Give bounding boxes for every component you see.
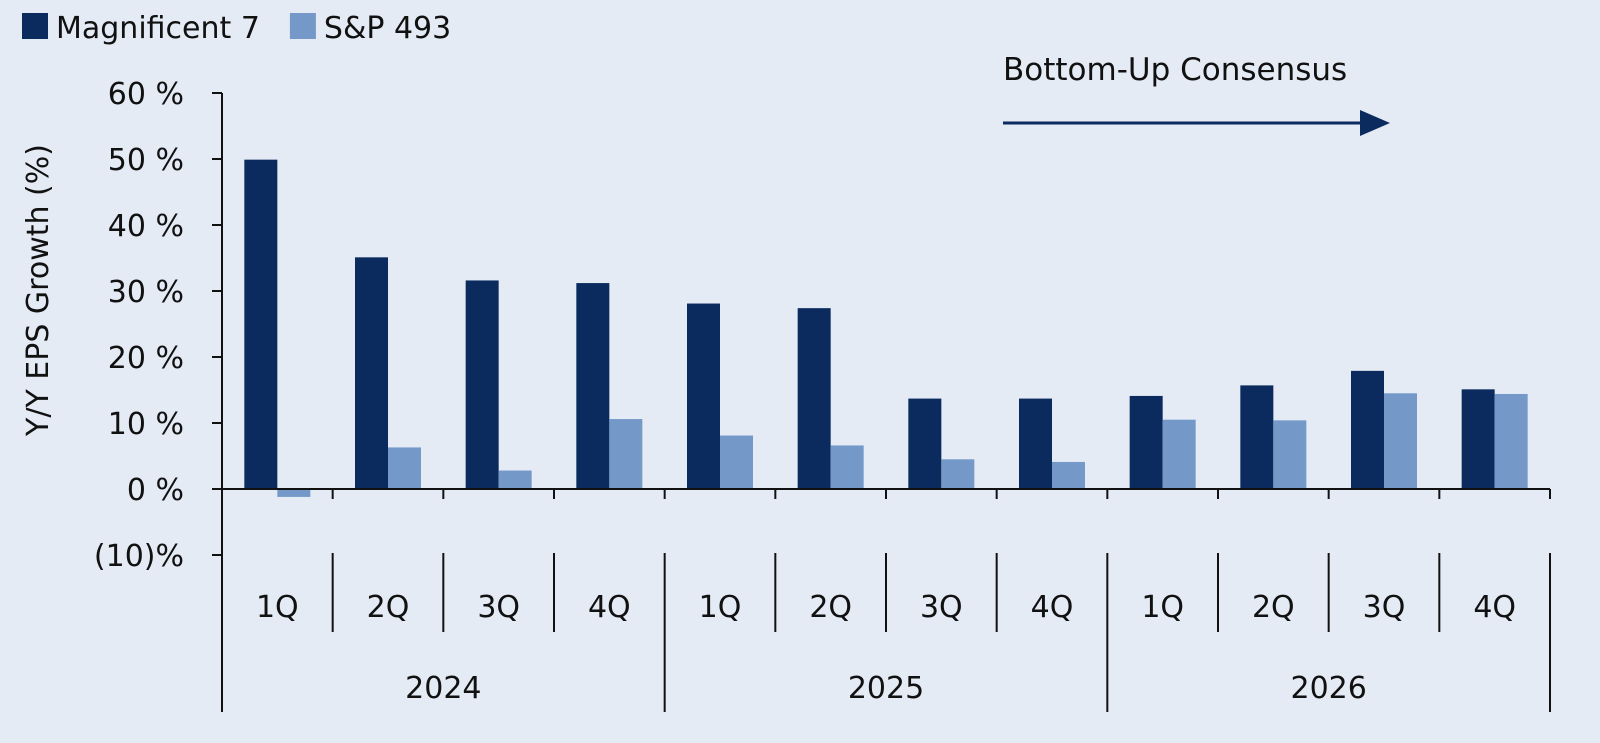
bar-sp-493 xyxy=(1384,393,1417,489)
y-tick-label: 0 % xyxy=(127,473,184,508)
bar-sp-493 xyxy=(277,489,311,497)
legend-label: Magnificent 7 xyxy=(56,11,260,46)
bar-magnificent-7 xyxy=(1019,398,1052,489)
bar-sp-493 xyxy=(498,470,532,489)
legend-swatch xyxy=(289,13,316,39)
bar-magnificent-7 xyxy=(244,159,278,489)
group-label: 2024 xyxy=(405,671,481,706)
y-tick-label: (10)% xyxy=(94,539,184,574)
x-tick-label: 1Q xyxy=(256,590,299,625)
x-tick-label: 3Q xyxy=(920,590,963,625)
bar-magnificent-7 xyxy=(687,303,720,489)
bar-sp-493 xyxy=(1162,419,1196,489)
annotation-label: Bottom-Up Consensus xyxy=(1003,52,1347,88)
x-tick-label: 2Q xyxy=(367,590,410,625)
annotation: Bottom-Up Consensus xyxy=(1003,52,1390,136)
y-tick-label: 40 % xyxy=(108,209,184,244)
bar-magnificent-7 xyxy=(908,398,942,489)
bars xyxy=(244,159,1528,497)
group-label: 2025 xyxy=(848,671,924,706)
bar-sp-493 xyxy=(720,435,753,489)
y-tick-label: 10 % xyxy=(108,407,184,442)
bar-magnificent-7 xyxy=(1461,389,1495,489)
bar-sp-493 xyxy=(1494,393,1528,489)
bar-magnificent-7 xyxy=(355,257,388,489)
legend-swatch xyxy=(22,13,48,39)
y-axis: 60 % 50 % 40 % 30 % 20 % 10 % 0 % (10)% xyxy=(94,77,223,712)
bar-sp-493 xyxy=(1052,461,1085,489)
x-tick-label: 4Q xyxy=(1473,590,1516,625)
x-tick-label: 4Q xyxy=(588,590,631,625)
bar-magnificent-7 xyxy=(1351,370,1384,489)
group-label: 2026 xyxy=(1290,671,1366,706)
y-axis-label: Y/Y EPS Growth (%) xyxy=(21,144,56,437)
bar-sp-493 xyxy=(1273,420,1307,489)
y-tick-label: 50 % xyxy=(108,143,184,178)
legend-label: S&P 493 xyxy=(324,11,451,46)
bar-sp-493 xyxy=(941,459,975,489)
y-tick-label: 60 % xyxy=(108,77,184,112)
bar-sp-493 xyxy=(830,445,864,489)
annotation-arrow-head xyxy=(1360,110,1390,136)
bar-sp-493 xyxy=(388,447,421,489)
bar-magnificent-7 xyxy=(1240,385,1274,489)
x-tick-label: 4Q xyxy=(1031,590,1074,625)
y-tick-label: 30 % xyxy=(108,275,184,310)
x-axis: 1Q 2Q 3Q 4Q 1Q 2Q 3Q 4Q 1Q 2Q 3Q 4Q 2024 2025 2026 xyxy=(222,488,1551,712)
x-tick-label: 2Q xyxy=(809,590,852,625)
bar-magnificent-7 xyxy=(576,283,610,489)
bar-sp-493 xyxy=(609,419,643,489)
x-tick-label: 3Q xyxy=(477,590,520,625)
bar-magnificent-7 xyxy=(1129,395,1163,489)
x-tick-label: 1Q xyxy=(1141,590,1184,625)
bar-magnificent-7 xyxy=(797,308,831,489)
x-tick-label: 3Q xyxy=(1363,590,1406,625)
x-tick-label: 1Q xyxy=(699,590,742,625)
legend: Magnificent 7 S&P 493 xyxy=(22,11,451,46)
y-tick-label: 20 % xyxy=(108,341,184,376)
bar-magnificent-7 xyxy=(465,280,499,489)
x-tick-label: 2Q xyxy=(1252,590,1295,625)
